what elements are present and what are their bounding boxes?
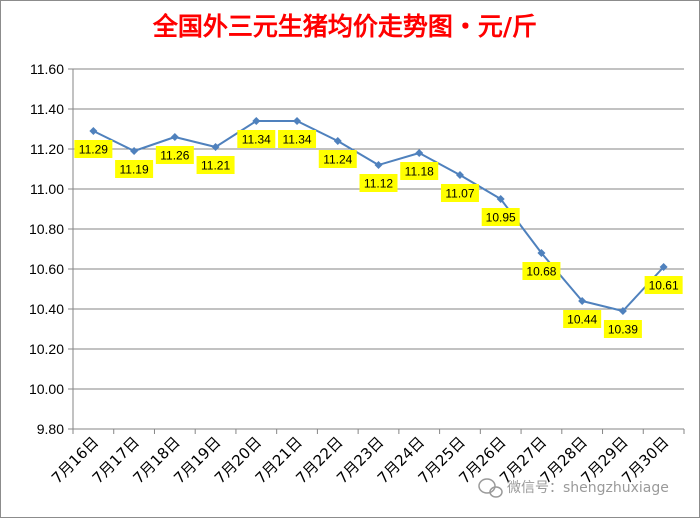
y-tick-label: 11.40: [30, 101, 64, 117]
data-label: 11.12: [359, 174, 398, 192]
watermark: 微信号：shengzhuxiage: [478, 478, 669, 498]
y-tick-label: 10.60: [29, 261, 64, 277]
y-axis: 9.80 10.00 10.20 10.40 10.60 10.80 11.00 11.20 1…: [29, 61, 74, 437]
data-label: 10.61: [644, 276, 683, 294]
y-tick-label: 10.20: [29, 341, 64, 357]
data-label: 11.07: [440, 184, 479, 202]
chart-title: 全国外三元生猪均价走势图・元/斤: [152, 12, 537, 41]
data-label: 11.18: [400, 162, 439, 180]
data-label: 10.39: [603, 320, 642, 338]
y-tick-label: 10.80: [29, 221, 64, 237]
svg-text:11.19: 11.19: [120, 163, 149, 177]
svg-text:11.34: 11.34: [242, 133, 271, 147]
data-point: [170, 133, 179, 141]
data-point: [455, 171, 464, 179]
svg-text:11.07: 11.07: [445, 187, 474, 201]
data-label: 11.21: [196, 156, 235, 174]
svg-text:10.68: 10.68: [526, 265, 556, 279]
data-point: [578, 297, 587, 305]
data-point: [252, 117, 261, 125]
svg-text:11.18: 11.18: [405, 165, 434, 179]
svg-text:10.61: 10.61: [649, 279, 679, 293]
data-label: 11.34: [278, 130, 317, 148]
data-label: 11.29: [74, 140, 113, 158]
data-label: 11.24: [318, 150, 357, 168]
svg-text:11.21: 11.21: [201, 159, 230, 173]
data-point: [537, 249, 546, 257]
data-point: [89, 127, 98, 135]
data-label: 10.44: [563, 310, 602, 328]
data-label: 10.95: [481, 208, 520, 226]
data-point: [293, 117, 302, 125]
x-axis: 7月16日7月17日7月18日7月19日7月20日7月21日7月22日7月23日…: [48, 428, 685, 487]
data-labels: 11.29 11.19 11.26 11.21 11.34 11.34 11.24 11.12…: [74, 130, 683, 338]
y-tick-label: 11.60: [30, 61, 64, 77]
svg-text:11.26: 11.26: [160, 149, 189, 163]
watermark-text: 微信号：shengzhuxiage: [507, 480, 669, 496]
svg-text:10.44: 10.44: [567, 313, 597, 327]
series-price: [89, 117, 668, 315]
data-point: [374, 161, 383, 169]
y-tick-label: 11.00: [30, 181, 64, 197]
data-point: [659, 263, 668, 271]
svg-text:11.34: 11.34: [282, 133, 311, 147]
data-point: [211, 143, 220, 151]
data-point: [496, 195, 505, 203]
data-label: 11.34: [237, 130, 276, 148]
svg-text:10.95: 10.95: [486, 211, 516, 225]
data-point: [130, 147, 139, 155]
gridlines: [73, 68, 684, 430]
data-label: 10.68: [522, 262, 561, 280]
svg-text:11.29: 11.29: [79, 143, 108, 157]
wechat-icon: [478, 478, 503, 498]
data-point: [415, 149, 424, 157]
svg-text:11.12: 11.12: [364, 177, 393, 191]
svg-text:10.39: 10.39: [608, 323, 638, 337]
data-label: 11.26: [155, 146, 194, 164]
data-label: 11.19: [115, 160, 154, 178]
y-tick-label: 11.20: [30, 141, 64, 157]
data-point: [618, 307, 627, 315]
y-tick-label: 9.80: [37, 421, 64, 437]
y-tick-label: 10.00: [29, 381, 64, 397]
data-point: [333, 137, 342, 145]
svg-text:11.24: 11.24: [323, 153, 352, 167]
y-tick-label: 10.40: [29, 301, 64, 317]
